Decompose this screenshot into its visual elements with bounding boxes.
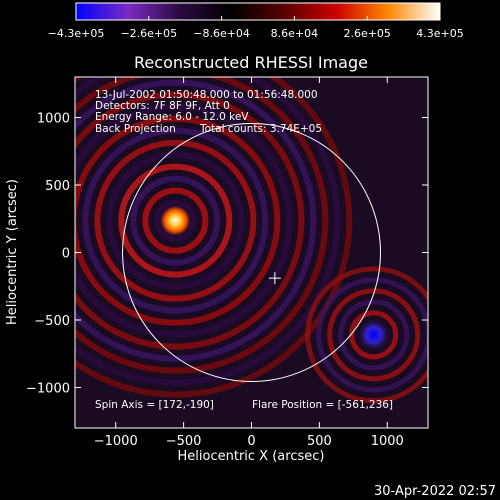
- image-ripples: [75, 77, 428, 404]
- colorbar-tick-label: −2.6e+05: [120, 27, 177, 40]
- annotation-method: Back Projection: [95, 123, 176, 135]
- ripple-ring: [130, 175, 221, 266]
- y-tick-label: −1000: [26, 382, 70, 397]
- x-tick-label: −1000: [94, 434, 138, 449]
- x-tick-label: 1000: [371, 434, 404, 449]
- ripple-ring: [75, 115, 281, 326]
- ripple-ring: [82, 127, 269, 314]
- ripple-ring: [327, 288, 421, 382]
- annotation-energy-range: Energy Range: 6.0 - 12.0 keV: [95, 111, 249, 123]
- flare-position-label: Flare Position = [-561,236]: [252, 399, 393, 411]
- ripple-ring: [142, 187, 209, 254]
- ripple-ring: [75, 77, 353, 398]
- flare-source-blob: [160, 205, 191, 236]
- colorbar-tick-labels: −4.3e+05 −2.6e+05 −8.6e+04 8.6e+04 2.6e+05 4.…: [48, 27, 464, 40]
- colorbar-tick-marks: [75, 16, 441, 20]
- x-tick-label: 500: [307, 434, 332, 449]
- ripple-ring: [349, 310, 399, 360]
- x-axis-ticks: −1000 −500 0 500 1000: [94, 77, 404, 449]
- colorbar-tick-label: 4.3e+05: [416, 27, 463, 40]
- negative-source-blob: [357, 318, 390, 351]
- colorbar-tick-label: 8.6e+04: [271, 27, 318, 40]
- spin-axis-cross: [268, 272, 281, 285]
- colorbar-tick-label: −4.3e+05: [48, 27, 105, 40]
- ripple-ring: [338, 299, 410, 371]
- ripple-ring: [75, 77, 341, 386]
- y-axis-label: Heliocentric Y (arcsec): [5, 179, 20, 325]
- spin-axis-label: Spin Axis = [172,-190]: [95, 399, 214, 411]
- y-tick-label: 500: [45, 179, 70, 194]
- x-axis-label: Heliocentric X (arcsec): [178, 449, 325, 464]
- ripple-ring: [305, 266, 428, 404]
- colorbar-tick-label: 2.6e+05: [343, 27, 390, 40]
- solar-limb-circle: [122, 123, 381, 382]
- chart-title: Reconstructed RHESSI Image: [134, 53, 368, 72]
- ripple-ring: [75, 77, 329, 374]
- ripple-ring: [118, 163, 233, 278]
- ripple-ring: [154, 199, 197, 242]
- x-tick-label: 0: [247, 434, 255, 449]
- annotation-time-range: 13-Jul-2002 01:50:48.000 to 01:56:48.000: [95, 89, 318, 101]
- y-tick-label: 0: [62, 247, 70, 262]
- colorbar-tick-label: −8.6e+04: [193, 27, 250, 40]
- y-axis-ticks: −1000 −500 0 500 1000: [26, 112, 428, 397]
- ripple-ring: [316, 277, 428, 393]
- ripple-ring: [106, 151, 245, 290]
- ripple-ring: [75, 79, 317, 362]
- colorbar: [75, 2, 441, 21]
- annotation-total-counts: Total counts: 3.74E+05: [199, 123, 322, 135]
- y-tick-label: −500: [34, 314, 70, 329]
- ripple-ring: [75, 91, 305, 350]
- x-tick-label: −500: [166, 434, 202, 449]
- y-tick-label: 1000: [37, 112, 70, 127]
- ripple-ring: [94, 139, 257, 302]
- timestamp: 30-Apr-2022 02:57: [374, 484, 496, 499]
- ripple-ring: [75, 103, 293, 338]
- annotation-detectors: Detectors: 7F 8F 9F, Att 0: [95, 100, 230, 112]
